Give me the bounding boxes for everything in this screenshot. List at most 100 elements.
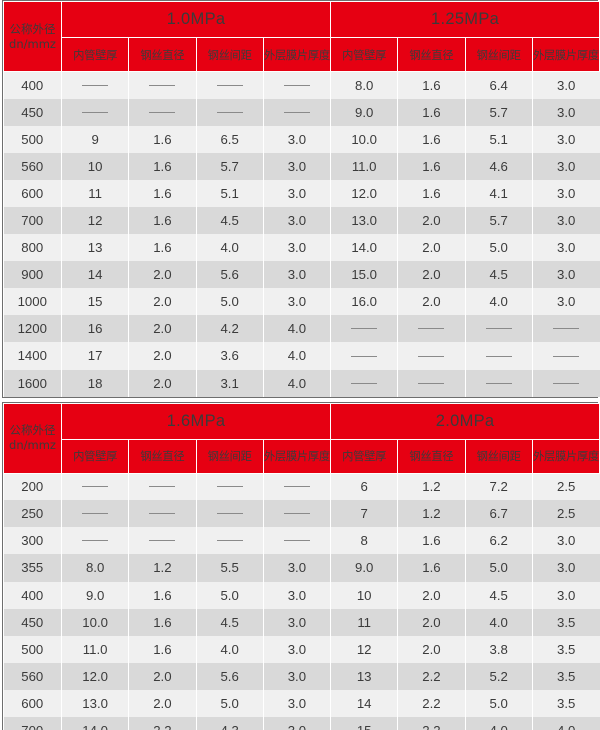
cell-value: 5.6	[196, 662, 264, 690]
cell-value: 17	[61, 342, 130, 370]
cell-value: 6	[330, 473, 399, 501]
no-data-dash-icon	[283, 513, 310, 515]
no-data-dash-icon	[216, 84, 243, 86]
cell-value	[128, 500, 197, 528]
cell-value: 1.6	[128, 152, 197, 180]
no-data-dash-icon	[149, 486, 176, 488]
header-nominal-diameter-line2: dn/mmz	[9, 438, 56, 453]
cell-value: 4.0	[263, 315, 332, 343]
cell-value: 3.0	[532, 527, 600, 555]
cell-value: 3.0	[263, 635, 332, 663]
cell-value: 3.0	[263, 689, 332, 717]
cell-value: 12.0	[330, 179, 399, 207]
cell-nominal-diameter: 400	[3, 581, 62, 609]
cell-value	[330, 315, 399, 343]
cell-value: 4.0	[465, 608, 533, 636]
cell-value: 3.0	[263, 261, 332, 289]
cell-value: 1.2	[397, 500, 466, 528]
header-sub-1-1: 内管壁厚	[60, 37, 130, 72]
cell-value: 13.0	[330, 206, 399, 235]
cell-value: 16.0	[330, 288, 399, 316]
cell-value: 1.6	[128, 206, 197, 235]
cell-value: 4.3	[196, 716, 264, 730]
cell-value: 3.0	[263, 608, 332, 636]
cell-value: 2.0	[128, 261, 197, 289]
cell-value	[196, 500, 264, 528]
cell-value: 1.6	[128, 581, 197, 609]
cell-value: 13.0	[61, 689, 130, 717]
cell-value: 2.5	[532, 473, 600, 501]
cell-value: 14	[330, 689, 399, 717]
table-row: 1000 15 2.0 5.0 3.0 16.0 2.0 4.0 3.0	[3, 288, 600, 316]
cell-value: 3.8	[465, 635, 533, 663]
table-2: 公称外径 dn/mmz 1.6MPa 2.0MPa 内管壁厚 钢丝直径 钢丝间距 外层膜片厚度…	[2, 401, 600, 730]
no-data-dash-icon	[553, 328, 580, 330]
cell-value	[128, 473, 197, 501]
cell-value: 3.0	[532, 125, 600, 153]
header-nominal-diameter: 公称外径 dn/mmz	[3, 402, 62, 474]
cell-nominal-diameter: 450	[3, 98, 62, 126]
table-row: 355 8.0 1.2 5.5 3.0 9.0 1.6 5.0 3.0	[3, 554, 600, 582]
table-row: 800 13 1.6 4.0 3.0 14.0 2.0 5.0 3.0	[3, 234, 600, 262]
no-data-dash-icon	[418, 382, 445, 384]
cell-nominal-diameter: 500	[3, 635, 62, 663]
cell-value: 3.0	[532, 288, 600, 316]
cell-value: 3.0	[263, 179, 332, 207]
no-data-dash-icon	[553, 355, 580, 357]
no-data-dash-icon	[216, 513, 243, 515]
cell-value: 8.0	[330, 71, 399, 99]
cell-value: 1.6	[128, 635, 197, 663]
cell-value: 6.4	[465, 71, 533, 99]
cell-value: 5.7	[196, 152, 264, 180]
cell-value: 7	[330, 500, 399, 528]
no-data-dash-icon	[149, 540, 176, 542]
cell-value: 3.5	[532, 689, 600, 717]
cell-value: 3.5	[532, 635, 600, 663]
cell-value: 14	[61, 261, 130, 289]
header-pressure-group-1: 1.0MPa	[60, 1, 332, 38]
table-row: 1200 16 2.0 4.2 4.0	[3, 315, 600, 343]
cell-value: 3.5	[532, 608, 600, 636]
header-nominal-diameter: 公称外径 dn/mmz	[3, 1, 62, 72]
cell-nominal-diameter: 200	[3, 473, 62, 501]
cell-value	[61, 473, 130, 501]
no-data-dash-icon	[485, 328, 512, 330]
no-data-dash-icon	[418, 328, 445, 330]
cell-value: 1.6	[397, 98, 466, 126]
cell-value: 2.0	[397, 288, 466, 316]
cell-value	[465, 369, 533, 397]
cell-value	[263, 473, 332, 501]
cell-value	[465, 342, 533, 370]
cell-value: 4.5	[196, 608, 264, 636]
no-data-dash-icon	[149, 111, 176, 113]
cell-value: 3.0	[263, 716, 332, 730]
cell-value: 5.0	[196, 581, 264, 609]
cell-value: 12.0	[61, 662, 130, 690]
header-sub-2-1: 内管壁厚	[330, 37, 399, 72]
cell-value	[532, 342, 600, 370]
cell-value: 1.2	[397, 473, 466, 501]
cell-nominal-diameter: 700	[3, 206, 62, 235]
cell-value: 3.0	[532, 554, 600, 582]
cell-value: 12	[61, 206, 130, 235]
cell-value: 2.5	[532, 500, 600, 528]
header-sub-1-2: 钢丝直径	[128, 37, 197, 72]
cell-value: 3.0	[263, 554, 332, 582]
cell-value: 10	[61, 152, 130, 180]
cell-value	[263, 500, 332, 528]
cell-value: 2.2	[397, 689, 466, 717]
cell-nominal-diameter: 1600	[3, 369, 62, 397]
table-row: 900 14 2.0 5.6 3.0 15.0 2.0 4.5 3.0	[3, 261, 600, 289]
cell-value	[61, 98, 130, 126]
cell-value: 1.6	[397, 152, 466, 180]
cell-value: 5.7	[465, 206, 533, 235]
no-data-dash-icon	[82, 513, 109, 515]
header-nominal-diameter-line1: 公称外径	[9, 21, 56, 36]
cell-value: 5.7	[465, 98, 533, 126]
cell-nominal-diameter: 560	[3, 662, 62, 690]
cell-nominal-diameter: 300	[3, 527, 62, 555]
header-pressure-group-2: 1.25MPa	[330, 1, 600, 38]
cell-value	[330, 369, 399, 397]
header-sub-2-3: 钢丝间距	[464, 37, 533, 72]
cell-nominal-diameter: 600	[3, 689, 62, 717]
